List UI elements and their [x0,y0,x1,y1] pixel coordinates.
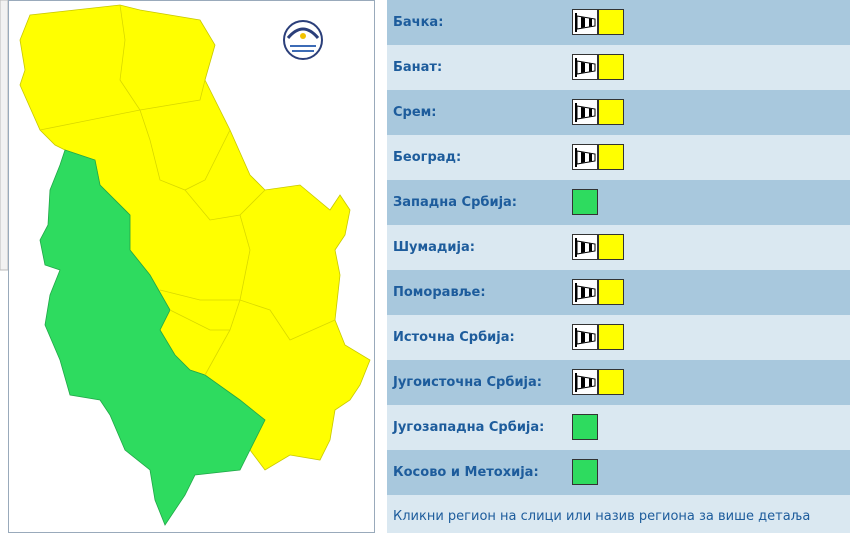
wind-icon [575,328,596,347]
map [0,0,375,533]
warning-level [598,324,624,350]
region-name[interactable]: Поморавље: [393,285,486,300]
warning-level [572,189,598,215]
wind-icon [575,58,596,77]
wind-warning [572,144,598,170]
region-name[interactable]: Бачка: [393,15,444,30]
warning-level [572,459,598,485]
region-row[interactable]: Банат: [387,45,850,90]
logo [283,20,323,60]
warning-level [598,369,624,395]
wind-icon [575,238,596,257]
region-name[interactable]: Источна Србија: [393,330,515,345]
wind-warning [572,54,598,80]
side-strip [0,0,9,271]
region-row[interactable]: Бачка: [387,0,850,45]
wind-icon [575,373,596,392]
wind-warning [572,9,598,35]
region-name[interactable]: Југоисточна Србија: [393,375,542,390]
warning-level [598,9,624,35]
region-name[interactable]: Срем: [393,105,437,120]
region-borders [39,4,336,376]
wind-icon [575,13,596,32]
region-name[interactable]: Југозападна Србија: [393,420,545,435]
region-name[interactable]: Западна Србија: [393,195,518,210]
region-row[interactable]: Југоисточна Србија: [387,360,850,405]
region-row[interactable]: Југозападна Србија: [387,405,850,450]
wind-warning [572,234,598,260]
warning-level [598,234,624,260]
green-regions[interactable] [39,149,266,526]
region-row[interactable]: Београд: [387,135,850,180]
wind-warning [572,279,598,305]
region-name[interactable]: Косово и Метохија: [393,465,539,480]
region-row[interactable]: Шумадија: [387,225,850,270]
wind-warning [572,369,598,395]
region-name[interactable]: Банат: [393,60,443,75]
region-row[interactable]: Источна Србија: [387,315,850,360]
warning-level [598,54,624,80]
wind-warning [572,324,598,350]
warning-level [598,279,624,305]
region-name[interactable]: Београд: [393,150,462,165]
region-name[interactable]: Шумадија: [393,240,475,255]
wind-icon [575,283,596,302]
wind-warning [572,99,598,125]
region-row[interactable]: Косово и Метохија: [387,450,850,495]
region-row[interactable]: Западна Србија: [387,180,850,225]
wind-icon [575,148,596,167]
region-row[interactable]: Поморавље: [387,270,850,315]
warning-level [598,144,624,170]
warning-level [598,99,624,125]
region-list: Бачка: Банат: Срем: Београд: Западна Србија:… [387,0,850,533]
warning-level [572,414,598,440]
wind-icon [575,103,596,122]
region-row[interactable]: Срем: [387,90,850,135]
footer-hint: Кликни регион на слици или назив региона… [387,495,850,533]
